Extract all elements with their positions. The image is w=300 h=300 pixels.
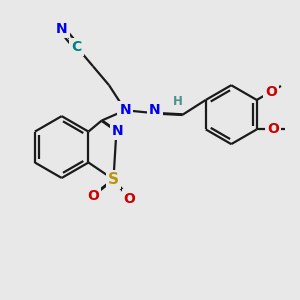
Text: O: O bbox=[267, 122, 279, 136]
Text: N: N bbox=[149, 103, 161, 117]
Text: S: S bbox=[108, 172, 119, 187]
Text: C: C bbox=[71, 40, 82, 54]
Text: O: O bbox=[265, 85, 277, 99]
Text: H: H bbox=[173, 95, 183, 108]
Text: N: N bbox=[119, 103, 131, 117]
Text: O: O bbox=[124, 192, 136, 206]
Text: N: N bbox=[112, 124, 124, 138]
Text: O: O bbox=[87, 189, 99, 202]
Text: N: N bbox=[56, 22, 68, 36]
